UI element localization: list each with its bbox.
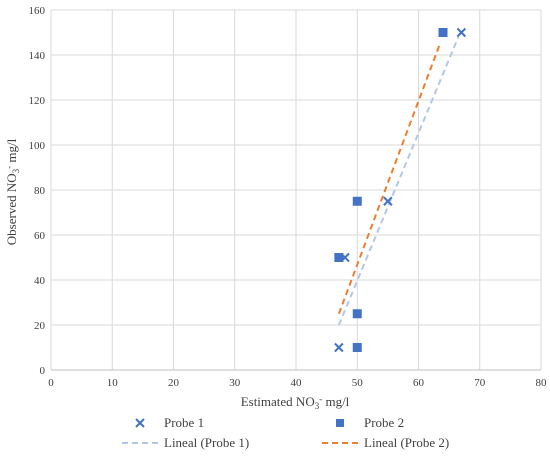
- x-tick-label: 40: [291, 377, 303, 389]
- y-tick-label: 100: [29, 140, 46, 152]
- gridlines: [51, 9, 542, 370]
- x-axis-label: Estimated NO3- mg/l: [241, 394, 350, 411]
- data-point-square: [334, 253, 344, 262]
- y-tick-label: 80: [34, 185, 46, 197]
- data-point-square: [352, 196, 362, 206]
- data-points: [334, 27, 467, 353]
- trendline: [337, 43, 441, 315]
- legend-item-probe1: Probe 1: [120, 415, 204, 431]
- x-stroke: [383, 196, 393, 206]
- data-point-square: [352, 343, 362, 352]
- y-tick-label: 120: [29, 95, 46, 107]
- trendlines: [337, 36, 460, 326]
- x-tick-label: 50: [352, 377, 364, 389]
- legend-item-lineal1: Lineal (Probe 1): [120, 435, 249, 451]
- x-stroke: [334, 342, 344, 353]
- trendline: [337, 36, 460, 326]
- dashed-line-icon: [322, 442, 358, 444]
- data-point-x: [383, 196, 393, 206]
- y-tick-label: 140: [29, 50, 46, 62]
- y-axis-label: Observed NO3- mg/l: [4, 138, 21, 245]
- x-tick-label: 80: [536, 377, 548, 389]
- legend-item-lineal2: Lineal (Probe 2): [320, 435, 449, 451]
- x-marker-icon: [135, 418, 145, 428]
- data-point-x: [456, 27, 467, 38]
- x-stroke: [456, 27, 467, 38]
- y-tick-label: 20: [34, 320, 46, 332]
- legend-label-lineal1: Lineal (Probe 1): [164, 435, 250, 450]
- legend-label-probe1: Probe 1: [164, 415, 205, 430]
- data-point-square: [352, 309, 362, 319]
- x-tick-label: 70: [474, 377, 486, 389]
- dashed-line-icon: [122, 442, 158, 444]
- legend-label-probe2: Probe 2: [364, 415, 405, 430]
- x-tick-label: 0: [48, 377, 54, 389]
- legend-label-lineal2: Lineal (Probe 2): [364, 435, 450, 450]
- data-point-square: [438, 28, 448, 37]
- x-tick-label: 20: [168, 377, 180, 389]
- x-tick-label: 30: [229, 377, 241, 389]
- y-tick-label: 40: [34, 275, 46, 287]
- y-tick-label: 0: [40, 365, 46, 377]
- legend-item-probe2: Probe 2: [320, 415, 404, 431]
- y-tick-label: 160: [29, 5, 46, 17]
- square-marker-icon: [336, 419, 344, 427]
- y-tick-labels: 0 20 40 60 80 100 120 140 160: [29, 5, 46, 377]
- x-tick-labels: 0 10 20 30 40 50 60 70 80: [48, 377, 547, 389]
- axes: [50, 10, 541, 371]
- scatter-chart: 0 10 20 30 40 50 60 70 80 020406080100120140160 …: [4, 5, 547, 411]
- legend: Probe 1 Probe 2 Lineal (Probe 1) Lineal …: [0, 412, 550, 457]
- data-point-x: [334, 342, 344, 353]
- x-tick-label: 60: [413, 377, 425, 389]
- x-tick-label: 10: [107, 377, 119, 389]
- y-tick-label: 60: [34, 230, 46, 242]
